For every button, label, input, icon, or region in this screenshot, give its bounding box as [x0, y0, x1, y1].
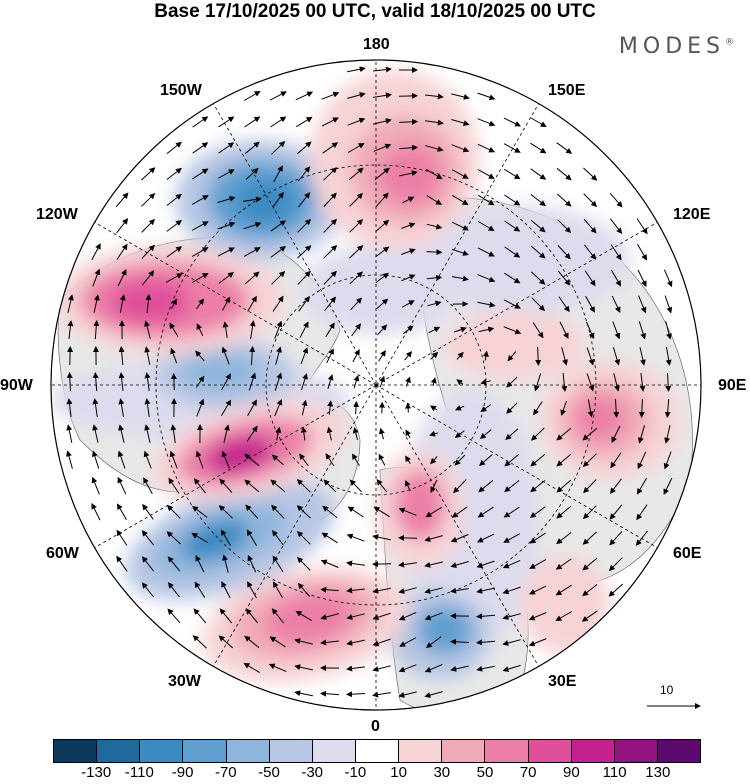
colorbar-cell: [399, 740, 442, 762]
lon-label-60w: 60W: [46, 545, 79, 563]
map-title: Base 17/10/2025 00 UTC, valid 18/10/2025…: [0, 0, 750, 24]
colorbar-tick-label: -10: [345, 764, 367, 781]
colorbar-tick-label: 90: [563, 764, 580, 781]
colorbar-cell: [572, 740, 615, 762]
lon-label-180: 180: [363, 36, 390, 54]
colorbar-cell: [658, 740, 700, 762]
anomaly-positive: [520, 555, 610, 655]
colorbar-ticks: -130 -110 -90 -70 -50 -30 -10 10 30 50 70 90 110 130: [0, 764, 750, 784]
lon-label-120e: 120E: [673, 206, 710, 224]
anomaly-positive: [575, 396, 625, 440]
colorbar-tick-label: -50: [258, 764, 280, 781]
registered-mark: ®: [725, 38, 734, 48]
lon-label-90w: 90W: [0, 377, 33, 395]
colorbar-tick-label: 70: [520, 764, 537, 781]
colorbar-cell: [615, 740, 658, 762]
colorbar-tick-label: 10: [390, 764, 407, 781]
brand-name: MODES: [619, 34, 725, 59]
anomaly-positive: [445, 310, 585, 380]
lon-label-30w: 30W: [168, 673, 201, 691]
anomaly-positive: [378, 145, 442, 205]
colorbar-tick-label: -90: [172, 764, 194, 781]
anomaly-negative: [235, 180, 295, 224]
colorbar-cell: [227, 740, 270, 762]
colorbar-cell: [442, 740, 485, 762]
anomaly-negative: [417, 606, 473, 654]
colorbar-tick-label: 110: [603, 764, 627, 781]
brand-logo: MODES®: [619, 34, 734, 59]
lon-label-60e: 60E: [673, 545, 701, 563]
lon-label-120w: 120W: [36, 206, 78, 224]
colorbar-tick-label: -30: [301, 764, 323, 781]
colorbar-tick-label: 30: [433, 764, 450, 781]
wind-vector: [174, 374, 175, 390]
colorbar-cell: [97, 740, 140, 762]
colorbar-cell: [356, 740, 399, 762]
colorbar-cell: [140, 740, 183, 762]
colorbar-cell: [183, 740, 226, 762]
colorbar-tick-label: 130: [645, 764, 670, 781]
lon-label-0: 0: [371, 718, 380, 736]
colorbar-cell: [270, 740, 313, 762]
lon-label-150w: 150W: [160, 82, 202, 100]
colorbar-tick-label: -70: [215, 764, 237, 781]
colorbar-tick-label: 50: [477, 764, 494, 781]
wind-reference-label: 10: [660, 683, 673, 697]
lon-label-30e: 30E: [548, 673, 576, 691]
colorbar-cell: [54, 740, 97, 762]
anomaly-positive: [395, 470, 445, 540]
colorbar-cell: [529, 740, 572, 762]
colorbar: [53, 739, 701, 763]
colorbar-cell: [485, 740, 528, 762]
lon-label-150e: 150E: [548, 82, 585, 100]
colorbar-cell: [313, 740, 356, 762]
colorbar-tick-label: -110: [125, 764, 154, 781]
colorbar-tick-label: -130: [81, 764, 111, 781]
anomaly-negative: [180, 352, 260, 392]
lon-label-90e: 90E: [718, 377, 746, 395]
